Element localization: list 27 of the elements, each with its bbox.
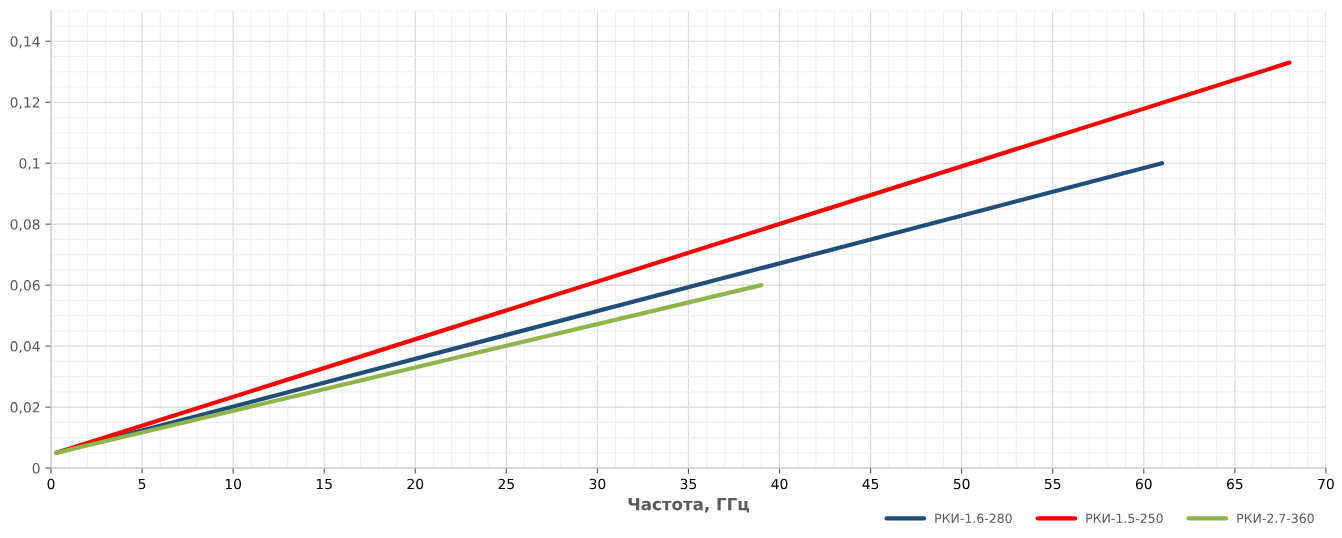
x-tick-label: 5 [138,478,146,490]
x-tick-label: 20 [407,478,424,490]
x-tick-label: 50 [953,478,970,490]
legend-label: РКИ-1.6-280 [935,513,1012,523]
y-tick-label: 0,06 [10,280,40,293]
y-tick-label: 0,04 [10,341,40,353]
x-tick-label: 70 [1318,478,1334,490]
y-tick-label: 0,02 [10,402,40,414]
x-tick-label: 40 [771,478,788,490]
legend-label: РКИ-2.7-360 [1237,513,1314,523]
y-tick-label: 0,1 [19,158,40,171]
y-tick-label: 0 [32,463,40,474]
y-tick-label: 0,12 [10,97,40,110]
x-tick-label: 30 [589,478,606,490]
x-tick-label: 60 [1135,478,1152,490]
x-tick-label: 0 [47,478,55,490]
y-tick-label: 0,14 [10,36,40,49]
x-tick-label: 10 [225,478,242,490]
x-tick-label: 45 [862,478,879,490]
x-tick-label: 55 [1044,478,1061,490]
x-tick-label: 65 [1226,478,1243,490]
y-tick-label: 0,08 [10,219,40,232]
x-axis-title: Частота, ГГц [628,497,749,513]
x-tick-label: 25 [498,478,514,490]
legend-label: РКИ-1.5-250 [1086,513,1163,523]
x-tick-label: 15 [316,478,332,490]
x-tick-label: 35 [680,478,697,490]
